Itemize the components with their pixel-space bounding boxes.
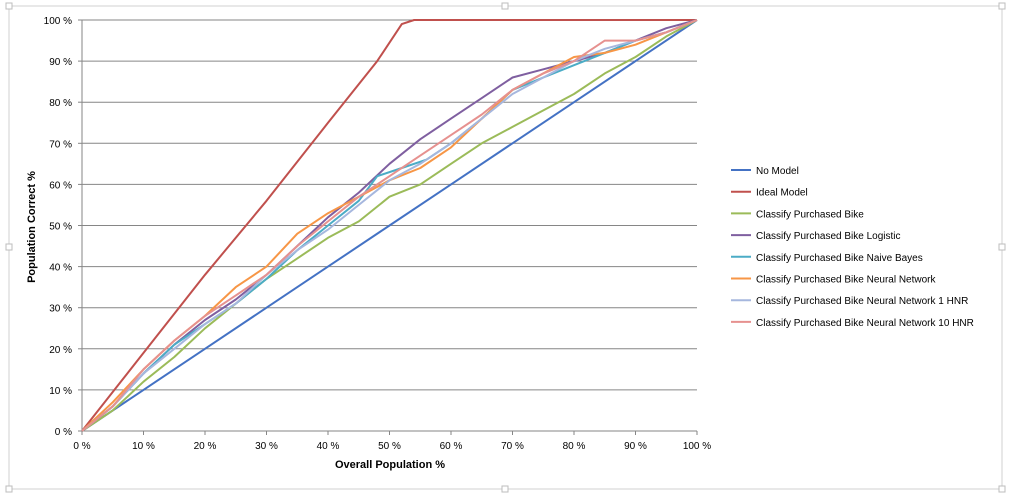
legend-label: Classify Purchased Bike Neural Network 1… (756, 318, 974, 329)
series-lines (81, 19, 698, 432)
series-line-3 (81, 19, 698, 432)
legend-item: Classify Purchased Bike Naive Bayes (731, 253, 923, 264)
legend-label: Classify Purchased Bike Neural Network 1… (756, 296, 968, 307)
resize-handle[interactable] (998, 243, 1006, 251)
legend-label: Classify Purchased Bike Neural Network (756, 275, 937, 286)
resize-handle[interactable] (501, 2, 509, 10)
y-tick-label: 100 % (44, 16, 72, 27)
legend-item: No Model (731, 166, 799, 177)
y-tick-label: 40 % (49, 263, 72, 274)
y-tick-label: 90 % (49, 57, 72, 68)
x-tick-label: 10 % (132, 441, 155, 452)
legend-label: No Model (756, 166, 799, 177)
x-tick-label: 50 % (378, 441, 401, 452)
legend-item: Ideal Model (731, 188, 808, 199)
series-line-6 (81, 19, 698, 432)
x-tick-label: 40 % (317, 441, 340, 452)
series-line-2 (81, 19, 698, 432)
legend-item: Classify Purchased Bike Neural Network 1… (731, 318, 974, 329)
x-tick-label: 30 % (255, 441, 278, 452)
y-tick-label: 0 % (55, 427, 72, 438)
resize-handle[interactable] (998, 2, 1006, 10)
x-axis-label: Overall Population % (335, 459, 445, 471)
gridlines (82, 19, 697, 391)
series-line-7 (81, 19, 698, 432)
x-tick-label: 70 % (501, 441, 524, 452)
resize-handle[interactable] (5, 243, 13, 251)
y-tick-label: 70 % (49, 139, 72, 150)
legend-label: Ideal Model (756, 188, 808, 199)
resize-handle[interactable] (5, 2, 13, 10)
x-tick-label: 90 % (624, 441, 647, 452)
x-tick-label: 0 % (73, 441, 90, 452)
series-line-0 (81, 19, 698, 432)
y-tick-label: 10 % (49, 386, 72, 397)
y-tick-label: 80 % (49, 98, 72, 109)
legend: No Model Ideal Model Classify Purchased Bi… (731, 166, 974, 329)
legend-item: Classify Purchased Bike (731, 209, 864, 220)
x-tick-label: 100 % (683, 441, 711, 452)
y-tick-label: 30 % (49, 304, 72, 315)
series-line-1 (81, 19, 697, 432)
resize-handle[interactable] (501, 485, 509, 493)
y-tick-label: 60 % (49, 180, 72, 191)
axes (78, 19, 698, 435)
x-tick-label: 60 % (440, 441, 463, 452)
legend-label: Classify Purchased Bike Naive Bayes (756, 253, 923, 264)
legend-label: Classify Purchased Bike (756, 209, 864, 220)
legend-item: Classify Purchased Bike Logistic (731, 231, 901, 242)
legend-item: Classify Purchased Bike Neural Network (731, 275, 937, 286)
resize-handle[interactable] (5, 485, 13, 493)
legend-label: Classify Purchased Bike Logistic (756, 231, 901, 242)
x-tick-label: 20 % (194, 441, 217, 452)
y-axis-label: Population Correct % (26, 171, 38, 283)
frame-handles (5, 2, 1006, 493)
resize-handle[interactable] (998, 485, 1006, 493)
chart-area-border (8, 5, 1003, 490)
y-tick-label: 50 % (49, 222, 72, 233)
series-line-4 (81, 19, 698, 432)
x-tick-label: 80 % (563, 441, 586, 452)
y-tick-label: 20 % (49, 345, 72, 356)
tick-labels: 0 % 10 % 20 % 30 % 40 % 50 % 60 % 70 % 80 % 90 % 1… (44, 16, 712, 452)
legend-item: Classify Purchased Bike Neural Network 1… (731, 296, 968, 307)
